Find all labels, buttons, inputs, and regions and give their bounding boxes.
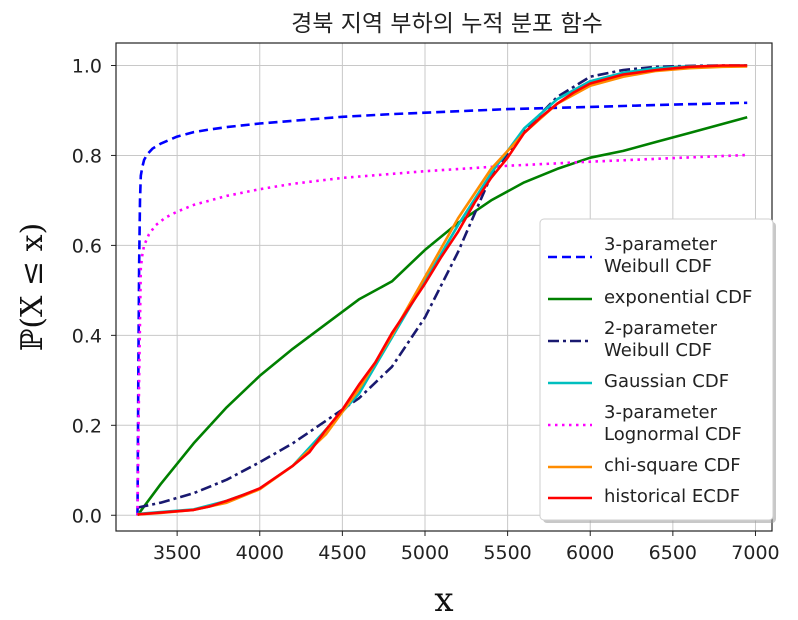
series-line-1 (136, 115, 748, 517)
legend-box (539, 218, 774, 521)
legend-label-1: exponential CDF (604, 287, 752, 308)
x-tick-label: 4000 (236, 542, 284, 564)
y-tick-label: 0.6 (72, 235, 102, 257)
legend-label-4: 3-parameter Lognormal CDF (604, 402, 742, 445)
series-line-6 (137, 64, 748, 516)
series-lines (136, 64, 748, 517)
series-line-0 (136, 101, 748, 516)
y-tick-label: 0.4 (72, 325, 102, 347)
x-tick-label: 6500 (649, 542, 697, 564)
legend-label-6: historical ECDF (604, 486, 740, 507)
x-tick-label: 6000 (566, 542, 614, 564)
legend: 3-parameter Weibull CDF exponential CDF 2-p… (539, 218, 776, 523)
x-tick-label: 4500 (318, 542, 366, 564)
y-tick-label: 0.0 (72, 505, 102, 527)
y-axis-label: ℙ(X ≤ x) (15, 223, 50, 351)
y-axis-ticks: 0.0 0.2 0.4 0.6 0.8 1.0 (72, 55, 116, 527)
x-axis-label: x (434, 580, 453, 620)
x-tick-label: 5500 (483, 542, 531, 564)
legend-label-2: 2-parameter Weibull CDF (604, 318, 718, 361)
series-line-2 (137, 64, 748, 509)
x-tick-label: 5000 (401, 542, 449, 564)
x-tick-label: 7000 (731, 542, 779, 564)
x-tick-label: 3500 (153, 542, 201, 564)
chart-title: 경북 지역 부하의 누적 분포 함수 (291, 11, 603, 37)
legend-label-5: chi-square CDF (604, 455, 741, 476)
legend-label-0: 3-parameter Weibull CDF (604, 234, 718, 277)
legend-label-3: Gaussian CDF (604, 371, 729, 392)
y-tick-label: 1.0 (72, 55, 102, 77)
y-tick-label: 0.2 (72, 415, 102, 437)
y-tick-label: 0.8 (72, 145, 102, 167)
x-axis-ticks: 3500 4000 4500 5000 5500 6000 6500 7000 (153, 531, 780, 564)
